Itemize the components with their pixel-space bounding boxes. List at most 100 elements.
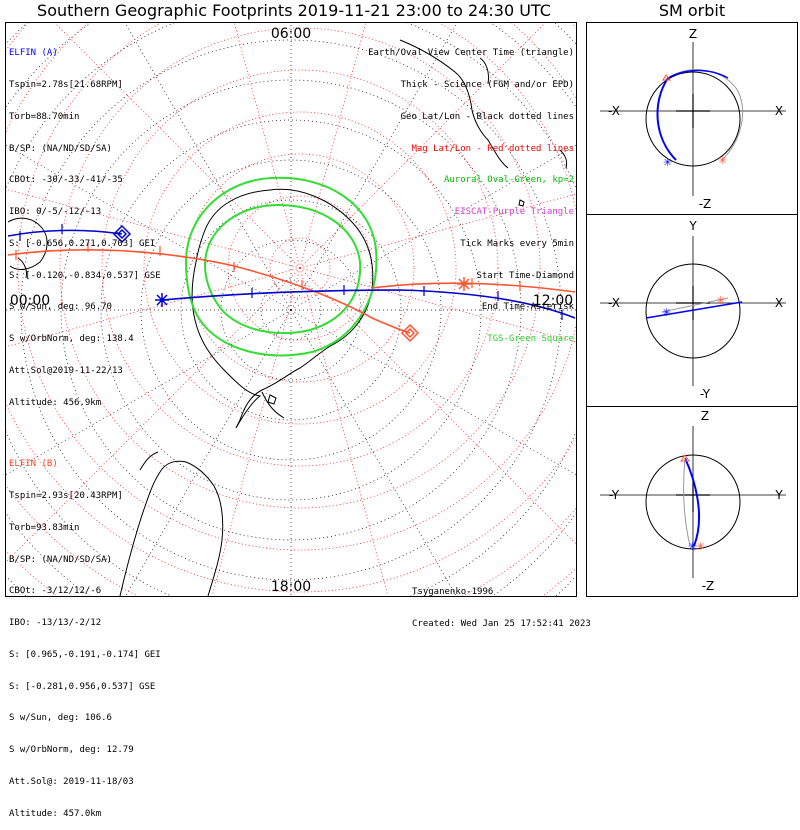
orbit-xz-top: Z	[689, 27, 697, 41]
elfin-a-line: S: [-0.656,0.271,0.703] GEI	[9, 238, 156, 249]
orbit-xz-left: -X	[608, 104, 620, 118]
orbit-yz-bottom: -Z	[702, 579, 715, 593]
credit-author: Tsyganenko-1996	[412, 587, 494, 598]
credits: Tsyganenko-1996 Created: Wed Jan 25 17:5…	[412, 566, 591, 640]
map-legend: Earth/Oval View Center Time (triangle) T…	[368, 27, 574, 355]
elfin-a-info: ELFIN (A) Tspin=2.78s[21.68RPM] Torb=88.…	[9, 27, 161, 419]
geo-latitude-circle	[20, 39, 562, 581]
orbit-yz-right: Y	[774, 488, 783, 502]
legend-line: EISCAT-Purple Triangle	[454, 207, 574, 218]
elfin-b-name: ELFIN (B)	[9, 459, 58, 470]
orbit-xz-right: X	[775, 104, 783, 118]
elfin-a-line: S w/OrbNorm, deg: 138.4	[9, 334, 134, 345]
elfin-b-line: CBOt: -3/12/12/-6	[9, 586, 102, 597]
svg-text:✳: ✳	[663, 156, 672, 169]
orbit-yz-top: Z	[701, 409, 709, 423]
map-label-right: 12:00	[533, 293, 573, 309]
geo-latitude-circle	[260, 279, 322, 341]
geo-latitude-circle	[220, 239, 362, 381]
elfin-a-track	[7, 229, 576, 319]
map-label-bottom: 18:00	[271, 579, 311, 595]
mag-latitude-circle	[17, 23, 576, 551]
elfin-b-line: Att.Sol@: 2019-11-18/03	[9, 777, 134, 787]
geo-meridian	[290, 23, 458, 311]
elfin-a-line: CBOt: -30/-33/-41/-35	[9, 175, 123, 186]
mag-latitude-circle	[143, 111, 457, 425]
elfin-a-line: Att.Sol@2019-11-22/13	[9, 366, 123, 376]
elfin-a-line: B/SP: (NA/ND/SD/SA)	[9, 143, 112, 154]
geo-meridian	[6, 145, 292, 311]
orbit-xy-left: -X	[608, 296, 620, 310]
mag-latitude-circle	[101, 69, 499, 467]
page-title: Southern Geographic Footprints 2019-11-2…	[37, 1, 551, 20]
elfin-a-line: S w/Sun, deg: 96.70	[9, 302, 112, 313]
map-frame	[5, 22, 577, 597]
legend-line: Thick - Science (FGM and/or EPD)	[400, 79, 574, 90]
orbit-panel-xz: ✳ ✳ Z -Z -X X	[600, 27, 786, 211]
legend-line: End Time-Asterisk	[481, 302, 574, 313]
legend-line: Start Time-Diamond	[476, 270, 574, 281]
legend-line: TGS-Green Square	[487, 334, 574, 345]
elfin-b-line: IBO: -13/13/-2/12	[9, 618, 102, 629]
orbit-frame-xz	[586, 22, 798, 215]
elfin-b-line: S w/OrbNorm, deg: 12.79	[9, 745, 134, 756]
elfin-b-end-asterisk	[457, 277, 471, 291]
orbit-xz-bottom: -Z	[699, 197, 712, 211]
mag-latitude-circle	[59, 27, 541, 509]
orbit-panel-yz: ✳ ✳ Z -Z -Y Y	[600, 409, 786, 593]
geo-meridian	[6, 309, 292, 475]
svg-text:✳: ✳	[718, 154, 727, 167]
elfin-b-line: S: [-0.281,0.956,0.537] GSE	[9, 681, 156, 692]
svg-text:✳: ✳	[662, 306, 671, 319]
orbit-yz-left: -Y	[609, 488, 620, 502]
elfin-b-ticks	[15, 242, 521, 291]
orbit-panel-title: SM orbit	[658, 1, 726, 20]
geo-meridian	[124, 23, 292, 311]
legend-line: Earth/Oval View Center Time (triangle)	[368, 48, 574, 59]
legend-line: Tick Marks every 5min	[460, 238, 574, 249]
elfin-b-info: ELFIN (B) Tspin=2.93s[20.43RPM] Torb=93.…	[9, 438, 161, 830]
orbit-frame-yz	[586, 406, 798, 597]
geo-meridian	[290, 145, 576, 311]
elfin-a-line: IBO: 0/-5/-12/-13	[9, 207, 102, 218]
elfin-b-line: B/SP: (NA/ND/SD/SA)	[9, 554, 112, 565]
elfin-a-ticks	[19, 224, 563, 320]
map-label-left: 00:00	[10, 293, 50, 309]
orbit-panel-xy: ✳ ✳ Y -Y -X X	[600, 219, 786, 401]
elfin-b-line: Altitude: 457.0km	[9, 808, 102, 819]
elfin-a-line: Torb=88.70min	[9, 111, 80, 122]
orbit-xy-bottom: -Y	[700, 387, 711, 401]
elfin-b-line: Torb=93.83min	[9, 522, 80, 533]
coastlines	[7, 39, 568, 596]
elfin-b-track	[7, 249, 576, 334]
elfin-a-name: ELFIN (A)	[9, 48, 58, 59]
elfin-a-line: Altitude: 456.9km	[9, 397, 102, 408]
geo-latitude-circle	[180, 199, 402, 421]
elfin-a-line: Tspin=2.78s[21.68RPM]	[9, 79, 123, 90]
elfin-b-line: Tspin=2.93s[20.43RPM]	[9, 490, 123, 501]
geo-meridian	[290, 309, 576, 475]
geo-latitude-circle	[60, 79, 522, 541]
svg-text:✳: ✳	[716, 294, 725, 307]
legend-line: Mag Lat/Lon - Red dotted lines	[411, 143, 574, 154]
legend-line: Geo Lat/Lon - Black dotted lines	[400, 111, 574, 122]
elfin-b-line: S w/Sun, deg: 106.6	[9, 713, 112, 724]
elfin-b-line: S: [0.965,-0.191,-0.174] GEI	[9, 649, 161, 660]
svg-text:✳: ✳	[688, 540, 697, 553]
elfin-a-start-diamond	[112, 224, 132, 244]
geo-meridian	[125, 309, 292, 596]
svg-text:✳: ✳	[696, 540, 705, 553]
orbit-xy-right: X	[775, 296, 783, 310]
elfin-b-start-diamond	[400, 323, 420, 343]
geo-latitude-circle	[140, 159, 442, 461]
auroral-oval	[184, 176, 378, 357]
geo-latitude-circle	[100, 119, 482, 501]
footprint-figure: 06:00 00:00 12:00 18:00 ✳ ✳ Z -Z -X X ✳ …	[5, 22, 798, 597]
credit-created: Created: Wed Jan 25 17:52:41 2023	[412, 618, 591, 629]
map-label-top: 06:00	[271, 26, 311, 42]
legend-line: Auroral Oval-Green, kp=2	[443, 175, 574, 186]
orbit-xy-top: Y	[688, 219, 697, 233]
elfin-a-line: S: [-0.120,-0.834,0.537] GSE	[9, 270, 161, 281]
mag-latitude-circle	[269, 237, 331, 299]
elfin-a-end-asterisk	[155, 293, 169, 307]
